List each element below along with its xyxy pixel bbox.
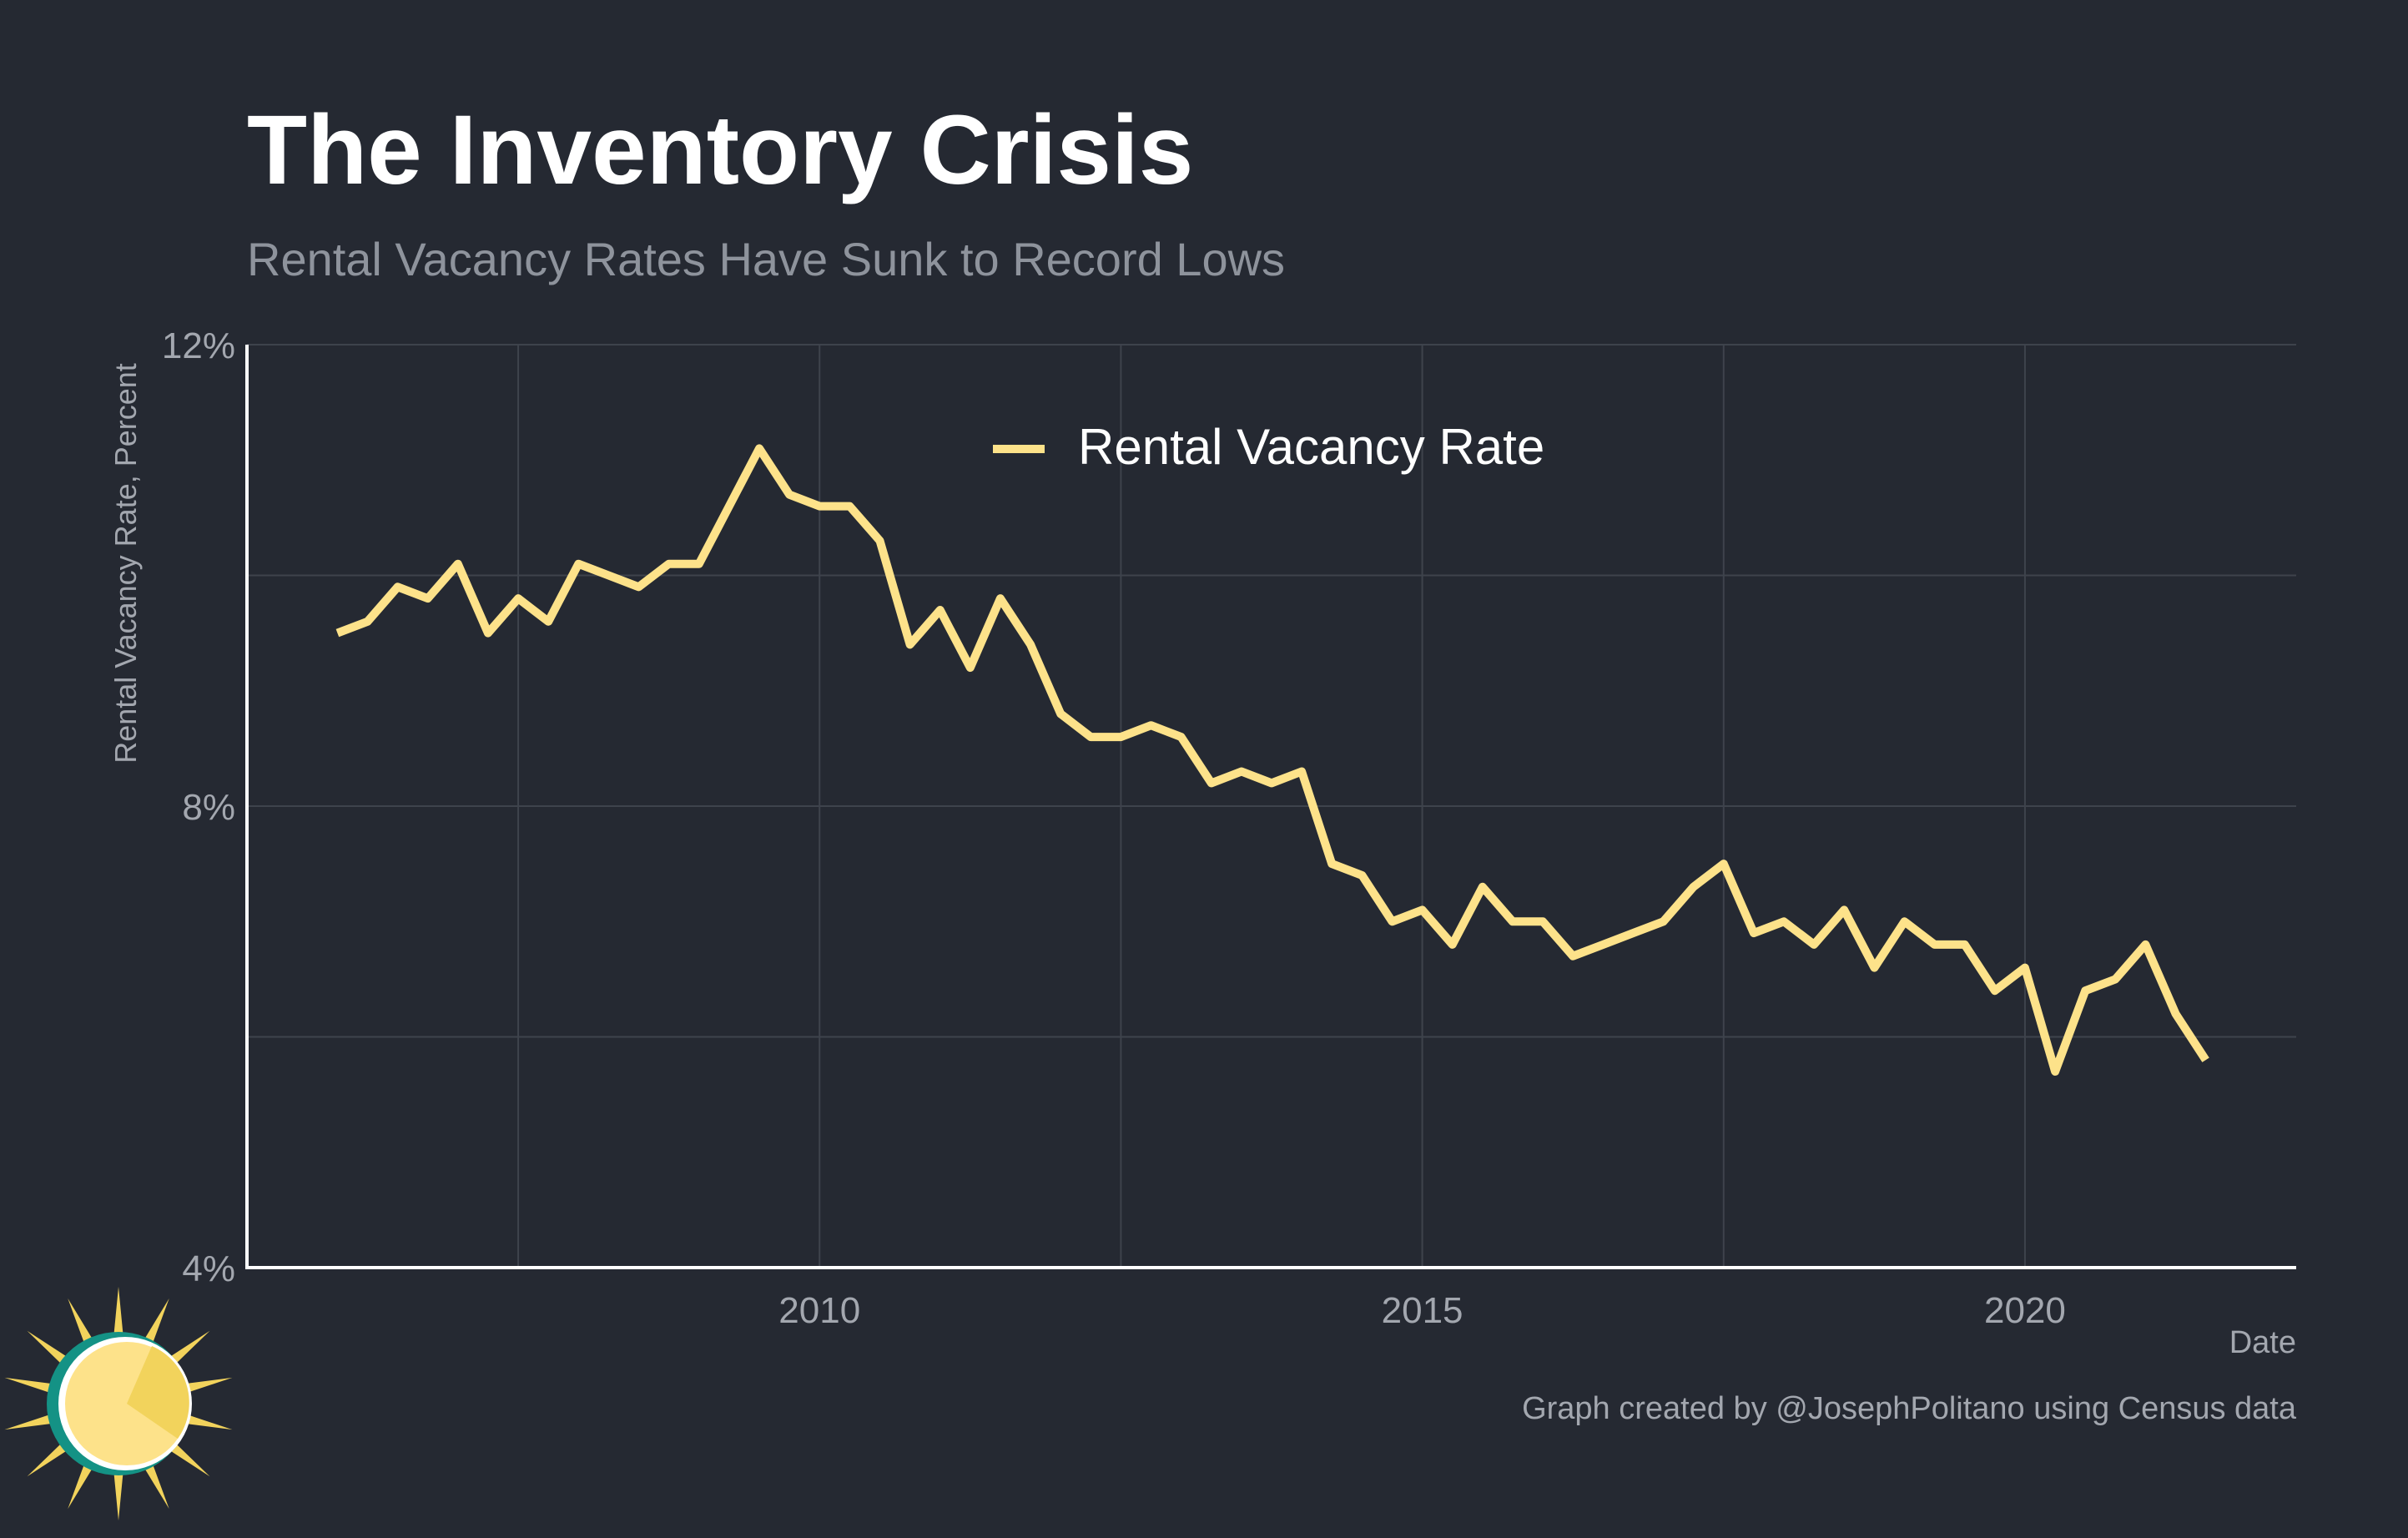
x-tick-label: 2020 bbox=[1984, 1290, 2066, 1331]
x-tick-label: 2015 bbox=[1382, 1290, 1463, 1331]
y-axis-title: Rental Vacancy Rate, Percent bbox=[108, 363, 143, 764]
chart-title: The Inventory Crisis bbox=[247, 95, 1193, 205]
chart-subtitle: Rental Vacancy Rates Have Sunk to Record… bbox=[247, 233, 1285, 285]
legend-label: Rental Vacancy Rate bbox=[1078, 419, 1544, 475]
gridlines bbox=[247, 344, 2296, 1268]
x-axis-title: Date bbox=[2229, 1325, 2296, 1360]
y-tick-label: 8% bbox=[182, 787, 235, 828]
axes: 4% 8% 12% 2010 2015 2020 bbox=[162, 325, 2296, 1331]
source-caption: Graph created by @JosephPolitano using C… bbox=[1522, 1391, 2297, 1426]
x-tick-label: 2010 bbox=[778, 1290, 860, 1331]
legend: Rental Vacancy Rate bbox=[993, 419, 1544, 475]
y-tick-label: 12% bbox=[162, 325, 235, 366]
series-line bbox=[335, 444, 2209, 1076]
y-tick-label: 4% bbox=[182, 1248, 235, 1289]
sun-logo-icon bbox=[4, 1287, 233, 1520]
series-layer bbox=[335, 444, 2209, 1076]
